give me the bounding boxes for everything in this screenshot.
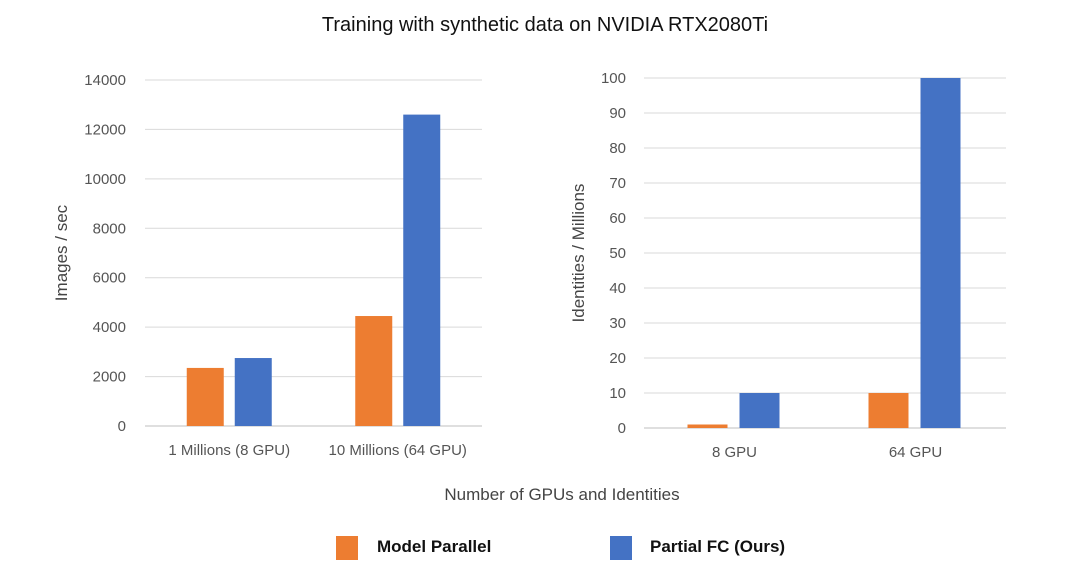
- y-axis-label: Images / sec: [52, 204, 71, 301]
- y-tick-label: 10: [609, 385, 626, 402]
- bar-partial-fc-ours-8-gpu: [739, 393, 780, 428]
- y-tick-label: 20: [609, 350, 626, 367]
- x-category-label: 10 Millions (64 GPU): [329, 442, 467, 459]
- x-category-label: 64 GPU: [889, 444, 942, 461]
- y-tick-label: 12000: [84, 121, 126, 138]
- y-tick-label: 90: [609, 105, 626, 122]
- y-tick-label: 4000: [93, 319, 126, 336]
- y-axis-label: Identities / Millions: [569, 184, 588, 323]
- legend-swatch-model-parallel: [336, 536, 358, 560]
- legend: Model Parallel Partial FC (Ours): [336, 536, 785, 560]
- y-tick-label: 60: [609, 210, 626, 227]
- x-axis-label: Number of GPUs and Identities: [444, 485, 679, 504]
- chart-images-per-sec: 0 2000 4000 6000 8000 10000 12000 14000 Images /…: [52, 72, 482, 459]
- x-category-label: 8 GPU: [712, 444, 757, 461]
- y-tick-label: 14000: [84, 72, 126, 89]
- y-tick-label: 6000: [93, 270, 126, 287]
- y-tick-label: 0: [618, 420, 626, 437]
- y-tick-label: 30: [609, 315, 626, 332]
- y-tick-label: 10000: [84, 171, 126, 188]
- y-tick-label: 100: [601, 70, 626, 87]
- bar-model-parallel-64-gpu: [868, 393, 909, 428]
- bar-partial-fc-ours-64-gpu: [920, 78, 961, 428]
- bar-partial-fc-ours-10-millions-64-gpu: [403, 114, 441, 426]
- legend-label-model-parallel: Model Parallel: [377, 537, 491, 556]
- chart-title: Training with synthetic data on NVIDIA R…: [322, 14, 768, 36]
- x-category-label: 1 Millions (8 GPU): [168, 442, 290, 459]
- y-tick-label: 50: [609, 245, 626, 262]
- bar-model-parallel-1-millions-8-gpu: [186, 367, 224, 426]
- bar-model-parallel-10-millions-64-gpu: [355, 316, 393, 426]
- y-tick-label: 0: [118, 418, 126, 435]
- bar-partial-fc-ours-1-millions-8-gpu: [234, 358, 272, 426]
- y-tick-label: 8000: [93, 220, 126, 237]
- y-tick-label: 80: [609, 140, 626, 157]
- y-tick-label: 2000: [93, 369, 126, 386]
- legend-swatch-partial-fc: [610, 536, 632, 560]
- y-tick-label: 40: [609, 280, 626, 297]
- bar-model-parallel-8-gpu: [687, 424, 728, 428]
- legend-label-partial-fc: Partial FC (Ours): [650, 537, 785, 556]
- y-tick-label: 70: [609, 175, 626, 192]
- chart-identities: 0 10 20 30 40 50 60 70 80 90 100 Identities / Milli…: [569, 70, 1006, 461]
